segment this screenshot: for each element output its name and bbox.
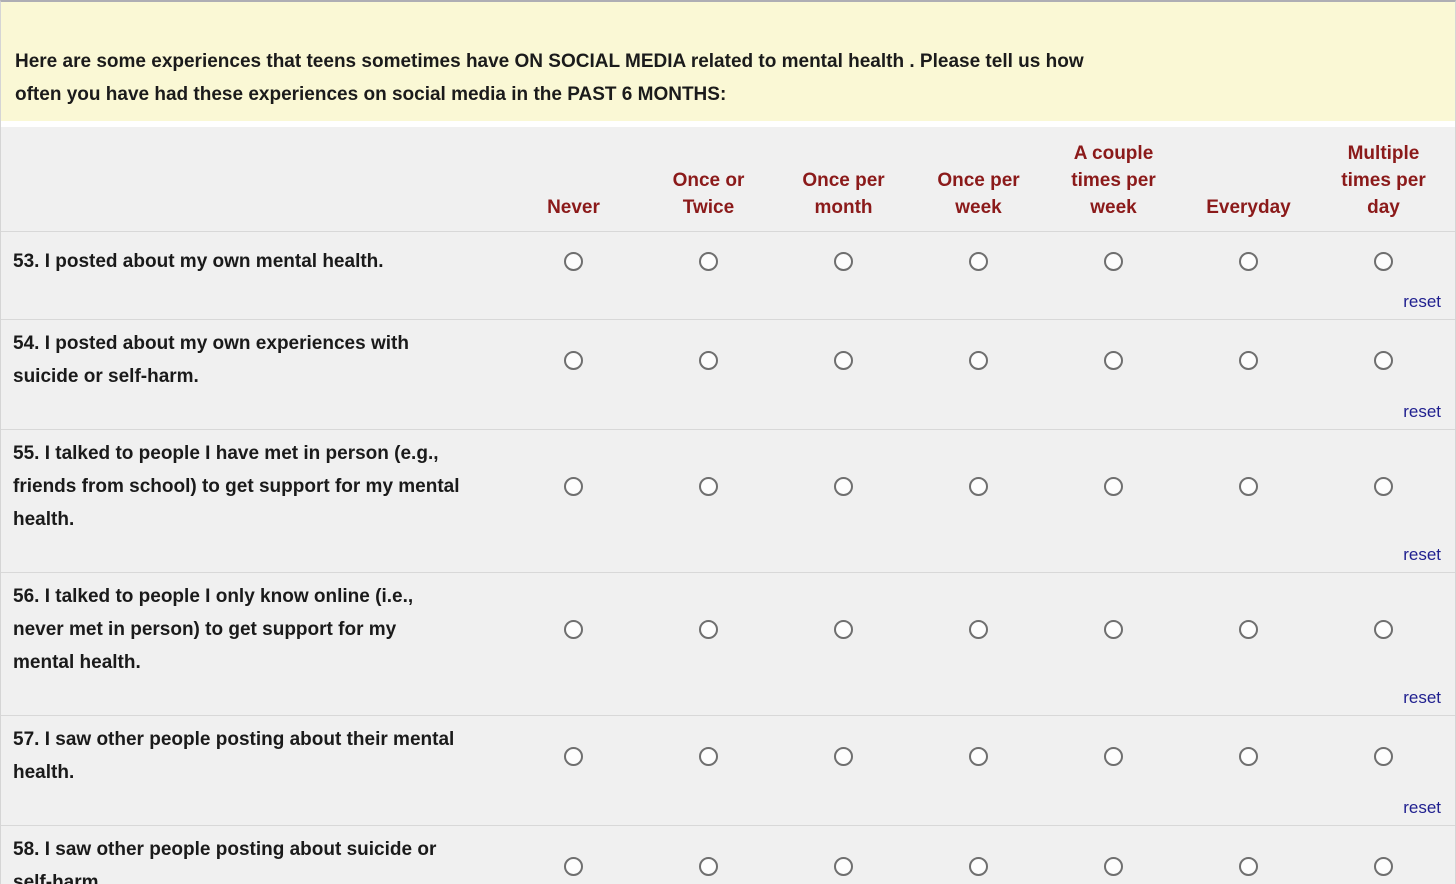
radio-q57-couple-times-per-week[interactable] [1104, 746, 1123, 766]
radio-q54-never[interactable] [564, 350, 583, 370]
question-row-57: 57. I saw other people posting about the… [1, 716, 1455, 826]
radio-q56-once-per-week[interactable] [969, 620, 988, 639]
radio-q58-multiple-times-per-day[interactable] [1374, 856, 1393, 876]
column-header-everyday: Everyday [1206, 197, 1291, 218]
radio-q58-everyday[interactable] [1239, 856, 1258, 876]
radio-q56-never[interactable] [564, 620, 583, 639]
radio-q54-multiple-times-per-day[interactable] [1374, 350, 1393, 370]
radio-q54-couple-times-per-week[interactable] [1104, 350, 1123, 370]
question-text-53: 53. I posted about my own mental health. [13, 250, 384, 272]
radio-q53-multiple-times-per-day[interactable] [1374, 251, 1393, 271]
radio-q57-once-per-month[interactable] [834, 746, 853, 766]
survey-matrix-table: Never Once or Twice Once per month Once … [1, 127, 1455, 884]
column-header-once-per-month: Once per month [802, 170, 885, 218]
radio-q53-once-per-month[interactable] [834, 251, 853, 271]
radio-q55-everyday[interactable] [1239, 477, 1258, 496]
question-text-58: 58. I saw other people posting about sui… [13, 839, 437, 884]
radio-q55-couple-times-per-week[interactable] [1104, 477, 1123, 496]
radio-q55-multiple-times-per-day[interactable] [1374, 477, 1393, 496]
radio-q53-couple-times-per-week[interactable] [1104, 251, 1123, 271]
reset-link-q56[interactable]: reset [1403, 688, 1441, 707]
radio-q57-never[interactable] [564, 746, 583, 766]
column-header-once-or-twice: Once or Twice [672, 170, 745, 218]
question-text-55: 55. I talked to people I have met in per… [13, 443, 460, 530]
radio-q57-everyday[interactable] [1239, 746, 1258, 766]
question-text-57: 57. I saw other people posting about the… [13, 729, 455, 783]
radio-q58-never[interactable] [564, 856, 583, 876]
radio-q54-once-per-month[interactable] [834, 350, 853, 370]
radio-q58-once-or-twice[interactable] [699, 856, 718, 876]
radio-q58-couple-times-per-week[interactable] [1104, 856, 1123, 876]
reset-link-q57[interactable]: reset [1403, 798, 1441, 817]
radio-q53-never[interactable] [564, 251, 583, 271]
reset-link-q53[interactable]: reset [1403, 292, 1441, 311]
column-header-multiple-times-per-day: Multiple times per day [1341, 143, 1426, 218]
radio-q54-everyday[interactable] [1239, 350, 1258, 370]
question-row-53: 53. I posted about my own mental health.… [1, 232, 1455, 320]
question-text-54: 54. I posted about my own experiences wi… [13, 333, 409, 387]
radio-q56-everyday[interactable] [1239, 620, 1258, 639]
radio-q55-once-per-week[interactable] [969, 477, 988, 496]
radio-q58-once-per-week[interactable] [969, 856, 988, 876]
question-row-54: 54. I posted about my own experiences wi… [1, 320, 1455, 430]
reset-link-q55[interactable]: reset [1403, 545, 1441, 564]
radio-q53-once-or-twice[interactable] [699, 251, 718, 271]
question-row-55: 55. I talked to people I have met in per… [1, 430, 1455, 573]
question-text-56: 56. I talked to people I only know onlin… [13, 586, 414, 673]
radio-q57-once-per-week[interactable] [969, 746, 988, 766]
question-row-58: 58. I saw other people posting about sui… [1, 826, 1455, 884]
matrix-header-row: Never Once or Twice Once per month Once … [1, 127, 1455, 232]
radio-q56-multiple-times-per-day[interactable] [1374, 620, 1393, 639]
radio-q53-everyday[interactable] [1239, 251, 1258, 271]
radio-q55-once-per-month[interactable] [834, 477, 853, 496]
radio-q57-multiple-times-per-day[interactable] [1374, 746, 1393, 766]
prompt-text: Here are some experiences that teens som… [15, 51, 1084, 105]
reset-link-q54[interactable]: reset [1403, 402, 1441, 421]
radio-q56-once-or-twice[interactable] [699, 620, 718, 639]
column-header-couple-times-per-week: A couple times per week [1071, 143, 1156, 218]
radio-q58-once-per-month[interactable] [834, 856, 853, 876]
radio-q56-once-per-month[interactable] [834, 620, 853, 639]
radio-q54-once-or-twice[interactable] [699, 350, 718, 370]
radio-q55-never[interactable] [564, 477, 583, 496]
question-row-56: 56. I talked to people I only know onlin… [1, 573, 1455, 716]
column-header-once-per-week: Once per week [937, 170, 1020, 218]
radio-q53-once-per-week[interactable] [969, 251, 988, 271]
radio-q56-couple-times-per-week[interactable] [1104, 620, 1123, 639]
radio-q57-once-or-twice[interactable] [699, 746, 718, 766]
radio-q55-once-or-twice[interactable] [699, 477, 718, 496]
question-prompt-banner: Here are some experiences that teens som… [1, 2, 1455, 121]
column-header-never: Never [547, 197, 600, 218]
radio-q54-once-per-week[interactable] [969, 350, 988, 370]
